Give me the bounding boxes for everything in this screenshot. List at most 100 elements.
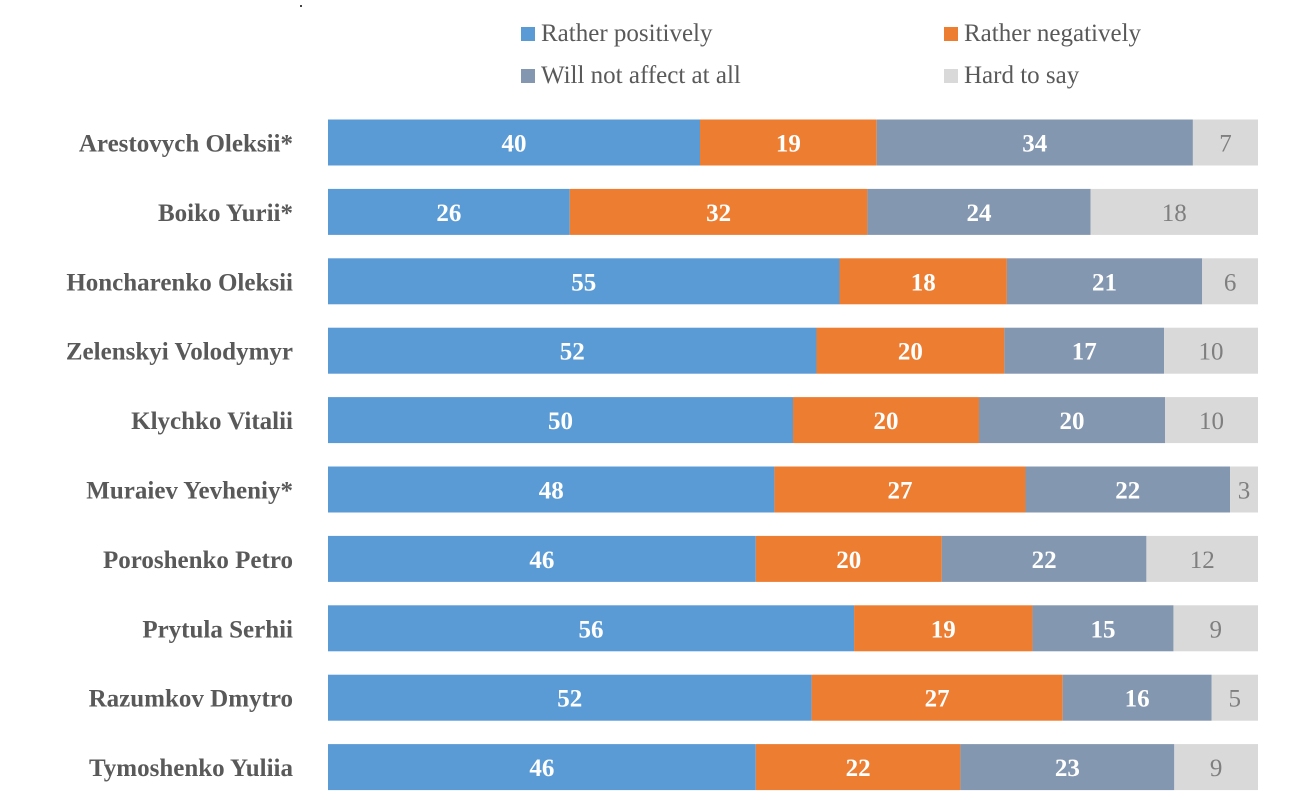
- legend-label: Will not affect at all: [541, 62, 741, 89]
- legend-label: Rather positively: [541, 20, 713, 47]
- data-label: 52: [557, 686, 582, 713]
- bar-segment-will-not-affect-at-all: [1006, 258, 1203, 305]
- bar-segment-hard-to-say: [1146, 535, 1258, 582]
- data-label: 12: [1190, 547, 1215, 574]
- bar-segment-hard-to-say: [1173, 605, 1258, 652]
- legend-label: Rather negatively: [964, 20, 1142, 47]
- category-label: Prytula Serhii: [142, 616, 293, 643]
- data-label: 56: [579, 616, 604, 643]
- data-label: 19: [931, 616, 956, 643]
- bar-segment-will-not-affect-at-all: [876, 119, 1193, 166]
- category-label: Tymoshenko Yuliia: [89, 755, 294, 782]
- data-label: 23: [1055, 755, 1080, 782]
- bar-segment-hard-to-say: [1165, 397, 1258, 444]
- category-label: Razumkov Dmytro: [89, 686, 293, 713]
- bar-row-zelenskyi-volodymyr: Zelenskyi Volodymyr 52 20 17 10: [66, 327, 1258, 374]
- bar-segment-will-not-affect-at-all: [979, 397, 1165, 444]
- legend-label: Hard to say: [964, 62, 1080, 89]
- legend-swatch-will-not-affect: [521, 69, 535, 83]
- data-label: 26: [436, 200, 461, 227]
- legend-item-hard-to-say: Hard to say: [944, 62, 1079, 90]
- data-label: 46: [529, 547, 554, 574]
- bar-row-boiko-yurii: Boiko Yurii* 26 32 24 18: [158, 188, 1258, 235]
- data-label: 17: [1072, 339, 1097, 366]
- category-label: Klychko Vitalii: [131, 408, 293, 435]
- category-label: Muraiev Yevheniy*: [86, 478, 293, 505]
- data-label: 18: [1162, 200, 1187, 227]
- bar-row-tymoshenko-yuliia: Tymoshenko Yuliia 46 22 23 9: [89, 744, 1258, 791]
- bar-segment-rather-negatively: [811, 674, 1063, 721]
- bar-segment-hard-to-say: [1211, 674, 1258, 721]
- legend-swatch-rather-positively: [521, 27, 535, 41]
- data-label: 32: [706, 200, 731, 227]
- bar-row-prytula-serhii: Prytula Serhii 56 19 15 9: [142, 605, 1258, 652]
- bar-segment-hard-to-say: [1090, 188, 1258, 235]
- data-label: 22: [1032, 547, 1057, 574]
- data-label: 34: [1022, 131, 1048, 158]
- bar-segment-rather-negatively: [854, 605, 1033, 652]
- bar-segment-rather-negatively: [793, 397, 979, 444]
- data-label: 20: [898, 339, 923, 366]
- data-label: 10: [1199, 408, 1224, 435]
- data-label: 20: [836, 547, 861, 574]
- bar-segment-rather-positively: [328, 188, 570, 235]
- data-label: 48: [539, 478, 564, 505]
- bar-segment-hard-to-say: [1202, 258, 1258, 305]
- bar-segment-will-not-affect-at-all: [1032, 605, 1174, 652]
- data-label: 27: [925, 686, 950, 713]
- bar-segment-rather-positively: [328, 744, 756, 791]
- legend-item-rather-positively: Rather positively: [521, 20, 713, 48]
- legend-swatch-rather-negatively: [944, 27, 958, 41]
- bar-segment-rather-positively: [328, 605, 855, 652]
- data-label: 21: [1092, 269, 1117, 296]
- legend-item-will-not-affect: Will not affect at all: [521, 62, 741, 90]
- category-label: Arestovych Oleksii*: [79, 131, 293, 158]
- data-label: 55: [571, 269, 596, 296]
- bar-segment-hard-to-say: [1192, 119, 1258, 166]
- bar-row-poroshenko-petro: Poroshenko Petro 46 20 22 12: [103, 535, 1258, 582]
- data-label: 9: [1210, 755, 1223, 782]
- data-label: 3: [1238, 478, 1251, 505]
- data-label: 50: [548, 408, 573, 435]
- bar-segment-rather-positively: [328, 466, 775, 513]
- legend-swatch-hard-to-say: [944, 69, 958, 83]
- bar-segment-will-not-affect-at-all: [1004, 327, 1165, 374]
- bar-row-razumkov-dmytro: Razumkov Dmytro 52 27 16 5: [89, 674, 1258, 721]
- data-label: 22: [1115, 478, 1140, 505]
- stray-artifact-dot: [300, 5, 302, 7]
- category-label: Honcharenko Oleksii: [66, 269, 293, 296]
- data-label: 10: [1199, 339, 1224, 366]
- category-label: Poroshenko Petro: [103, 547, 293, 574]
- bar-row-klychko-vitalii: Klychko Vitalii 50 20 20 10: [131, 397, 1258, 444]
- bar-row-muraiev-yevheniy: Muraiev Yevheniy* 48 27 22 3: [86, 466, 1258, 513]
- bar-row-honcharenko-oleksii: Honcharenko Oleksii 55 18 21 6: [66, 258, 1258, 305]
- bar-segment-rather-positively: [328, 119, 700, 166]
- bar-segment-hard-to-say: [1174, 744, 1258, 791]
- bar-segment-rather-positively: [328, 327, 817, 374]
- data-label: 40: [502, 131, 527, 158]
- data-label: 46: [529, 755, 554, 782]
- data-label: 9: [1209, 616, 1222, 643]
- bar-segment-rather-positively: [328, 397, 793, 444]
- data-label: 16: [1125, 686, 1150, 713]
- bar-segment-will-not-affect-at-all: [941, 535, 1147, 582]
- bar-segment-rather-negatively: [774, 466, 1026, 513]
- data-label: 19: [776, 131, 801, 158]
- bar-segment-rather-negatively: [839, 258, 1007, 305]
- bar-segment-will-not-affect-at-all: [867, 188, 1091, 235]
- bar-segment-rather-negatively: [755, 535, 942, 582]
- data-label: 6: [1224, 269, 1237, 296]
- data-label: 7: [1219, 131, 1232, 158]
- bar-row-arestovych-oleksii: Arestovych Oleksii* 40 19 34 7: [79, 119, 1258, 166]
- bar-segment-rather-negatively: [569, 188, 868, 235]
- data-label: 5: [1229, 686, 1242, 713]
- data-label: 20: [1060, 408, 1085, 435]
- data-label: 18: [911, 269, 936, 296]
- data-label: 24: [967, 200, 993, 227]
- bar-segment-rather-negatively: [755, 744, 961, 791]
- data-label: 22: [846, 755, 871, 782]
- bar-segment-hard-to-say: [1230, 466, 1258, 513]
- bar-segment-hard-to-say: [1164, 327, 1258, 374]
- bar-segment-will-not-affect-at-all: [960, 744, 1175, 791]
